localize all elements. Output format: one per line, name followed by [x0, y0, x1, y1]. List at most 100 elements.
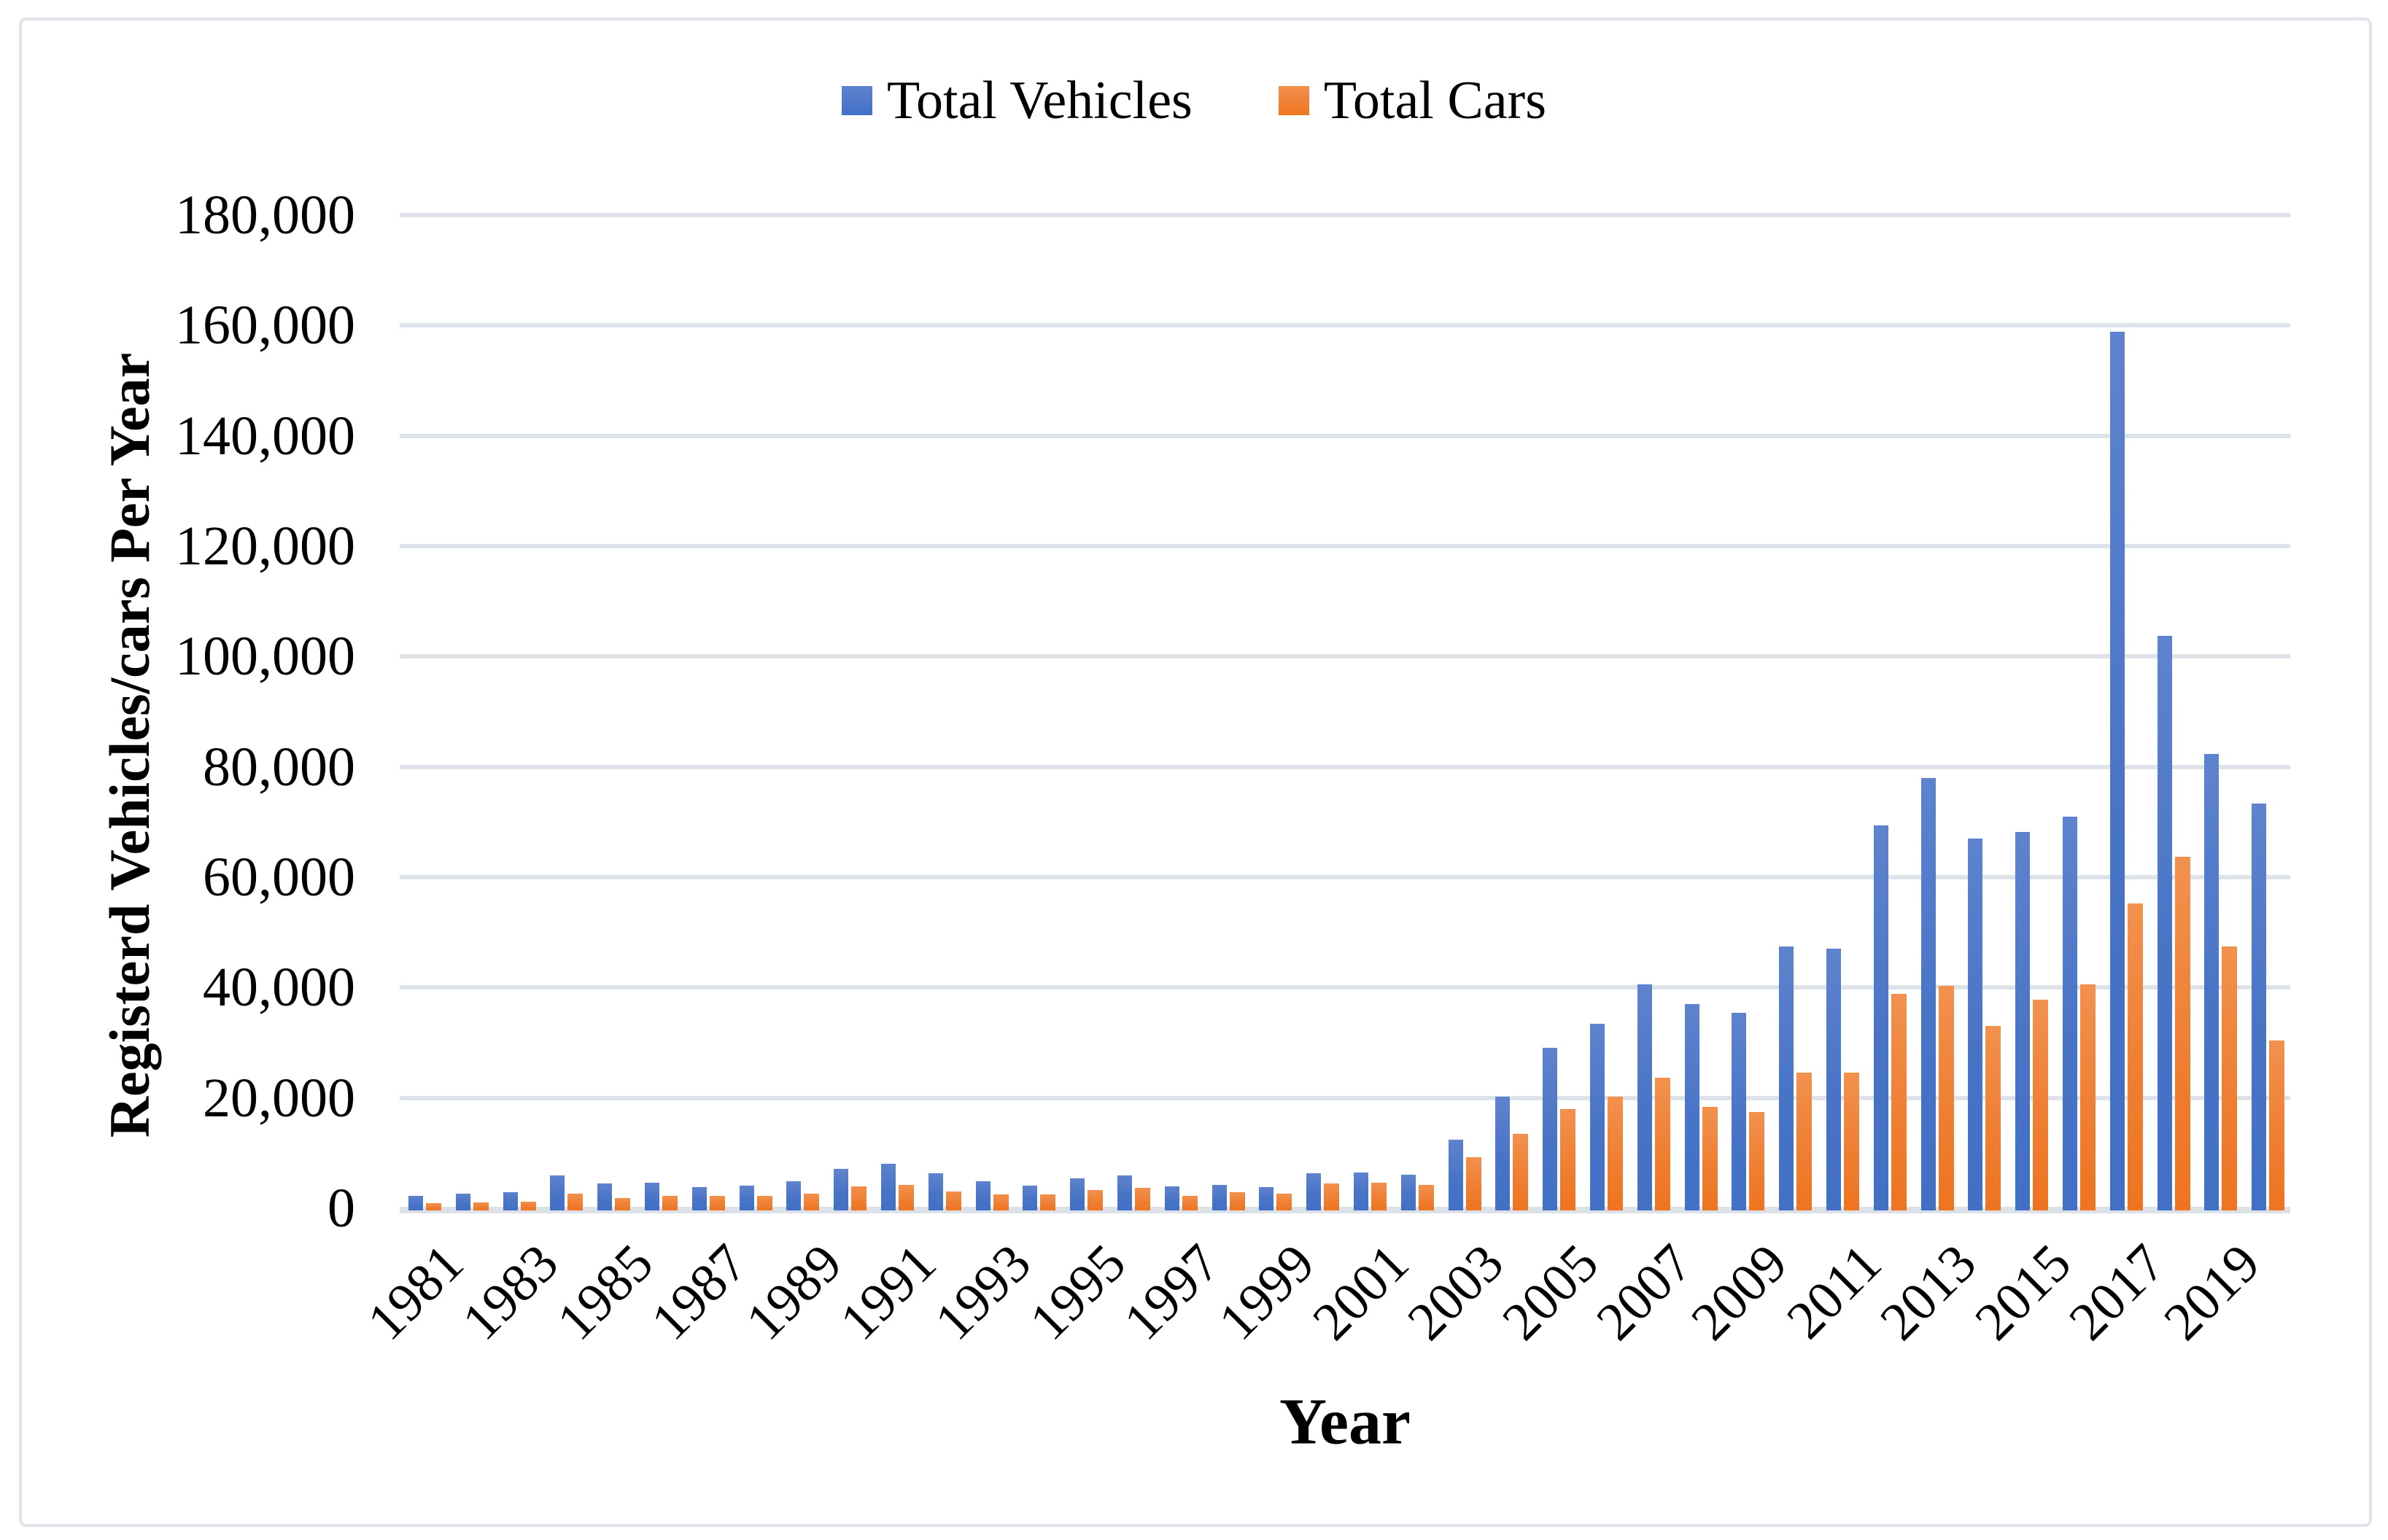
bar-total-vehicles-2002 — [1400, 1174, 1416, 1210]
bar-total-vehicles-2000 — [1306, 1173, 1322, 1210]
gridline-40000 — [400, 985, 2290, 990]
bar-total-cars-1989 — [804, 1193, 820, 1210]
bar-total-cars-2005 — [1560, 1108, 1576, 1210]
bar-total-vehicles-2012 — [1873, 825, 1888, 1210]
bar-total-cars-1984 — [567, 1194, 584, 1210]
total-cars-swatch-icon — [1278, 86, 1309, 115]
bar-total-cars-2003 — [1465, 1156, 1481, 1210]
bar-total-vehicles-1991 — [881, 1163, 896, 1210]
bar-total-vehicles-1985 — [597, 1183, 613, 1210]
bar-total-vehicles-1993 — [975, 1181, 991, 1210]
bar-total-vehicles-2007 — [1637, 984, 1652, 1210]
bar-total-cars-2004 — [1513, 1133, 1529, 1210]
x-axis-title: Year — [1279, 1385, 1411, 1458]
bar-total-vehicles-1992 — [928, 1172, 943, 1210]
gridline-140000 — [400, 433, 2290, 438]
bar-total-cars-1981 — [426, 1203, 441, 1210]
bar-total-vehicles-2019 — [2204, 754, 2220, 1210]
gridline-160000 — [400, 323, 2290, 328]
bar-total-vehicles-2020 — [2252, 804, 2267, 1210]
bar-total-cars-1995 — [1088, 1190, 1104, 1210]
x-tick-label-1997: 1997 — [1112, 1233, 1232, 1352]
y-tick-label-20000: 20,000 — [203, 1067, 355, 1129]
bar-total-vehicles-1988 — [739, 1185, 754, 1210]
bar-total-cars-1997 — [1182, 1195, 1198, 1210]
bar-total-cars-1988 — [756, 1195, 772, 1210]
chart-border — [19, 18, 2372, 1527]
x-tick-label-1989: 1989 — [734, 1233, 853, 1352]
x-tick-label-1985: 1985 — [546, 1233, 664, 1352]
bar-total-cars-2000 — [1324, 1183, 1340, 1210]
bar-total-cars-1998 — [1229, 1192, 1245, 1210]
bar-total-cars-1992 — [945, 1191, 961, 1210]
legend-label-total-cars: Total Cars — [1323, 71, 1546, 131]
bar-total-cars-2007 — [1654, 1077, 1670, 1210]
bar-total-vehicles-1999 — [1259, 1187, 1274, 1210]
x-tick-label-2005: 2005 — [1491, 1233, 1610, 1352]
x-tick-label-1983: 1983 — [451, 1233, 570, 1352]
bar-total-vehicles-1990 — [834, 1168, 849, 1210]
bar-total-vehicles-2015 — [2015, 831, 2031, 1210]
legend-item-total-cars: Total Cars — [1278, 71, 1546, 131]
bar-total-vehicles-2014 — [1968, 839, 1983, 1210]
x-tick-label-2007: 2007 — [1585, 1233, 1705, 1352]
bar-total-cars-2009 — [1749, 1111, 1765, 1210]
bar-total-vehicles-1986 — [645, 1183, 659, 1210]
y-axis-title: Registerd Vehicles/cars Per Year — [98, 352, 161, 1138]
x-tick-label-2015: 2015 — [1963, 1233, 2082, 1352]
bar-total-vehicles-2005 — [1543, 1047, 1558, 1210]
y-tick-label-40000: 40,000 — [203, 957, 355, 1019]
bar-total-cars-2002 — [1418, 1185, 1434, 1210]
x-tick-label-2001: 2001 — [1301, 1233, 1421, 1352]
gridline-180000 — [400, 213, 2290, 217]
bar-total-cars-2020 — [2269, 1040, 2285, 1210]
x-tick-label-2011: 2011 — [1775, 1233, 1893, 1350]
bar-total-vehicles-2009 — [1732, 1013, 1747, 1210]
y-tick-label-160000: 160,000 — [175, 295, 355, 357]
bar-total-vehicles-1997 — [1164, 1186, 1179, 1210]
bar-total-cars-1983 — [520, 1201, 536, 1210]
bar-total-cars-1982 — [473, 1202, 489, 1210]
bar-total-cars-1999 — [1276, 1193, 1292, 1210]
bar-total-vehicles-1983 — [503, 1192, 518, 1210]
bar-total-vehicles-2008 — [1684, 1004, 1699, 1210]
bar-total-cars-1986 — [662, 1196, 678, 1210]
bar-total-vehicles-2010 — [1779, 946, 1794, 1210]
legend-item-total-vehicles: Total Vehicles — [841, 74, 1193, 128]
bar-total-vehicles-1981 — [408, 1195, 423, 1210]
bar-total-vehicles-2017 — [2109, 332, 2125, 1210]
y-tick-label-0: 0 — [327, 1178, 355, 1239]
bar-total-vehicles-2011 — [1826, 949, 1841, 1210]
bar-total-cars-1993 — [993, 1194, 1009, 1210]
y-tick-label-120000: 120,000 — [175, 516, 355, 577]
bar-total-cars-2019 — [2222, 946, 2238, 1210]
x-tick-label-2013: 2013 — [1869, 1233, 1988, 1352]
gridline-60000 — [400, 875, 2290, 879]
gridline-100000 — [400, 654, 2290, 659]
bar-total-vehicles-1987 — [691, 1187, 707, 1210]
bar-total-vehicles-2016 — [2063, 816, 2077, 1210]
gridline-20000 — [400, 1095, 2290, 1100]
bar-total-cars-2017 — [2127, 903, 2143, 1210]
bar-total-vehicles-1989 — [786, 1181, 802, 1210]
bar-total-vehicles-1998 — [1212, 1185, 1227, 1210]
bar-total-vehicles-2004 — [1495, 1097, 1511, 1210]
bar-total-cars-2015 — [2033, 999, 2049, 1210]
y-tick-label-140000: 140,000 — [175, 405, 355, 467]
y-tick-label-180000: 180,000 — [175, 184, 355, 246]
x-tick-label-2009: 2009 — [1680, 1233, 1799, 1352]
y-tick-label-100000: 100,000 — [175, 626, 355, 688]
bar-total-cars-2010 — [1796, 1072, 1813, 1210]
y-tick-label-80000: 80,000 — [203, 736, 355, 798]
bar-total-vehicles-1995 — [1070, 1178, 1085, 1210]
x-tick-label-1991: 1991 — [829, 1233, 948, 1352]
legend: Total Vehicles Total Cars — [0, 71, 2388, 130]
x-tick-label-2003: 2003 — [1396, 1233, 1516, 1352]
x-tick-label-2017: 2017 — [2058, 1233, 2177, 1352]
bar-total-vehicles-1996 — [1117, 1175, 1132, 1210]
bar-total-vehicles-2018 — [2157, 636, 2172, 1210]
bar-total-cars-1985 — [615, 1197, 631, 1210]
bar-total-vehicles-1982 — [455, 1194, 470, 1210]
bar-total-vehicles-2001 — [1354, 1172, 1368, 1210]
